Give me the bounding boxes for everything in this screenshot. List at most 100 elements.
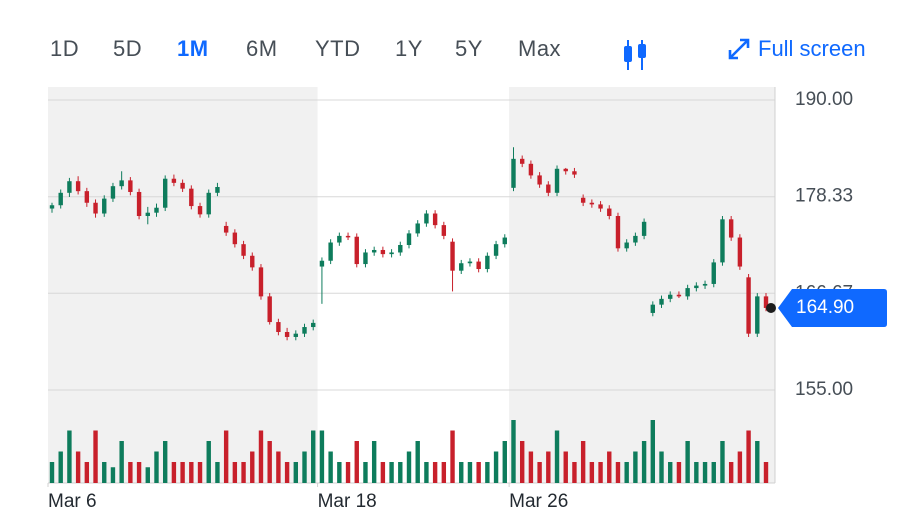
candle-body: [380, 249, 386, 255]
volume-bar: [110, 467, 116, 483]
volume-bar: [302, 451, 307, 483]
volume-bar: [624, 462, 629, 483]
range-button[interactable]: 1D: [50, 36, 80, 61]
volume-bar: [641, 441, 647, 483]
volume-bar: [720, 441, 725, 483]
candle-body: [554, 168, 560, 193]
candle-body: [415, 223, 420, 234]
candle-body: [720, 219, 725, 263]
volume-bar: [406, 451, 412, 483]
candle-body: [215, 187, 220, 193]
range-button[interactable]: 5Y: [455, 36, 483, 61]
candle-body: [119, 180, 124, 187]
candle-body: [624, 242, 629, 249]
volume-bar: [537, 462, 542, 483]
range-button[interactable]: 5D: [113, 36, 143, 61]
volume-bar: [223, 430, 229, 483]
candle-body: [258, 267, 264, 297]
volume-bar: [197, 462, 203, 483]
volume-bar: [75, 451, 81, 483]
candle-body: [467, 261, 473, 264]
volume-bar: [84, 462, 90, 483]
volume-bar: [554, 430, 560, 483]
volume-bar: [668, 462, 673, 483]
volume-bar: [311, 430, 316, 483]
candle-body: [502, 237, 507, 245]
candle-body: [345, 235, 351, 238]
candle-body: [450, 241, 455, 271]
candle-body: [485, 255, 490, 270]
candle-body: [75, 181, 81, 192]
last-price-dot: [766, 302, 776, 313]
candle-body: [763, 296, 769, 308]
volume-bar: [563, 451, 568, 483]
candle-body: [293, 333, 299, 337]
volume-bar: [711, 462, 716, 483]
session-shade: [509, 87, 775, 483]
volume-bar: [337, 462, 342, 483]
range-button[interactable]: 1Y: [395, 36, 423, 61]
volume-bar: [659, 451, 664, 483]
volume-bar: [215, 462, 220, 483]
candle-body: [711, 262, 716, 284]
candle-body: [702, 283, 708, 286]
candle-body: [694, 285, 699, 289]
volume-bar: [633, 451, 638, 483]
candle-body: [206, 192, 211, 215]
volume-bar: [607, 451, 612, 483]
range-button[interactable]: YTD: [315, 36, 361, 61]
candle-body: [128, 180, 133, 192]
volume-bar: [694, 462, 699, 483]
volume-bar: [389, 462, 394, 483]
volume-bar: [345, 462, 351, 483]
volume-bar: [128, 462, 133, 483]
volume-bar: [415, 441, 420, 483]
candle-body: [441, 225, 447, 236]
range-button[interactable]: 1M: [177, 36, 209, 61]
volume-bar: [763, 462, 769, 483]
candle-body: [755, 296, 760, 334]
volume-bar: [702, 462, 708, 483]
volume-bar: [93, 430, 98, 483]
volume-bar: [589, 462, 595, 483]
volume-bar: [615, 462, 621, 483]
candle-body: [424, 213, 429, 224]
candle-body: [250, 255, 255, 268]
candle-body: [311, 322, 316, 328]
candle-body: [93, 202, 98, 214]
chart-type-icon[interactable]: [620, 38, 650, 77]
candle-body: [476, 261, 481, 270]
candle-body: [154, 207, 159, 213]
candle-body: [728, 219, 734, 238]
volume-bar: [267, 441, 272, 483]
candle-body: [354, 236, 359, 265]
volume-bar: [67, 430, 72, 483]
candle-body: [371, 249, 377, 253]
candle-body: [337, 235, 342, 243]
volume-bar: [685, 441, 690, 483]
volume-bar: [650, 420, 656, 483]
volume-bar: [363, 462, 368, 483]
volume-bar: [432, 462, 438, 483]
candle-body: [650, 304, 656, 313]
range-button[interactable]: 6M: [246, 36, 278, 61]
range-button[interactable]: Max: [518, 36, 562, 61]
candle-body: [223, 225, 229, 233]
volume-bar: [580, 441, 586, 483]
candle-body: [528, 163, 534, 176]
candle-body: [537, 175, 542, 185]
candle-body: [519, 158, 525, 164]
full-screen-button[interactable]: Full screen: [726, 36, 866, 62]
volume-bar: [467, 462, 473, 483]
candle-body: [398, 245, 403, 253]
volume-bar: [459, 462, 464, 483]
candle-body: [746, 277, 751, 334]
y-tick-label: 155.00: [795, 379, 853, 400]
candle-body: [607, 208, 612, 217]
candle-body: [162, 178, 168, 208]
volume-bar: [354, 441, 359, 483]
candle-body: [328, 242, 333, 261]
session-shade: [48, 87, 318, 483]
